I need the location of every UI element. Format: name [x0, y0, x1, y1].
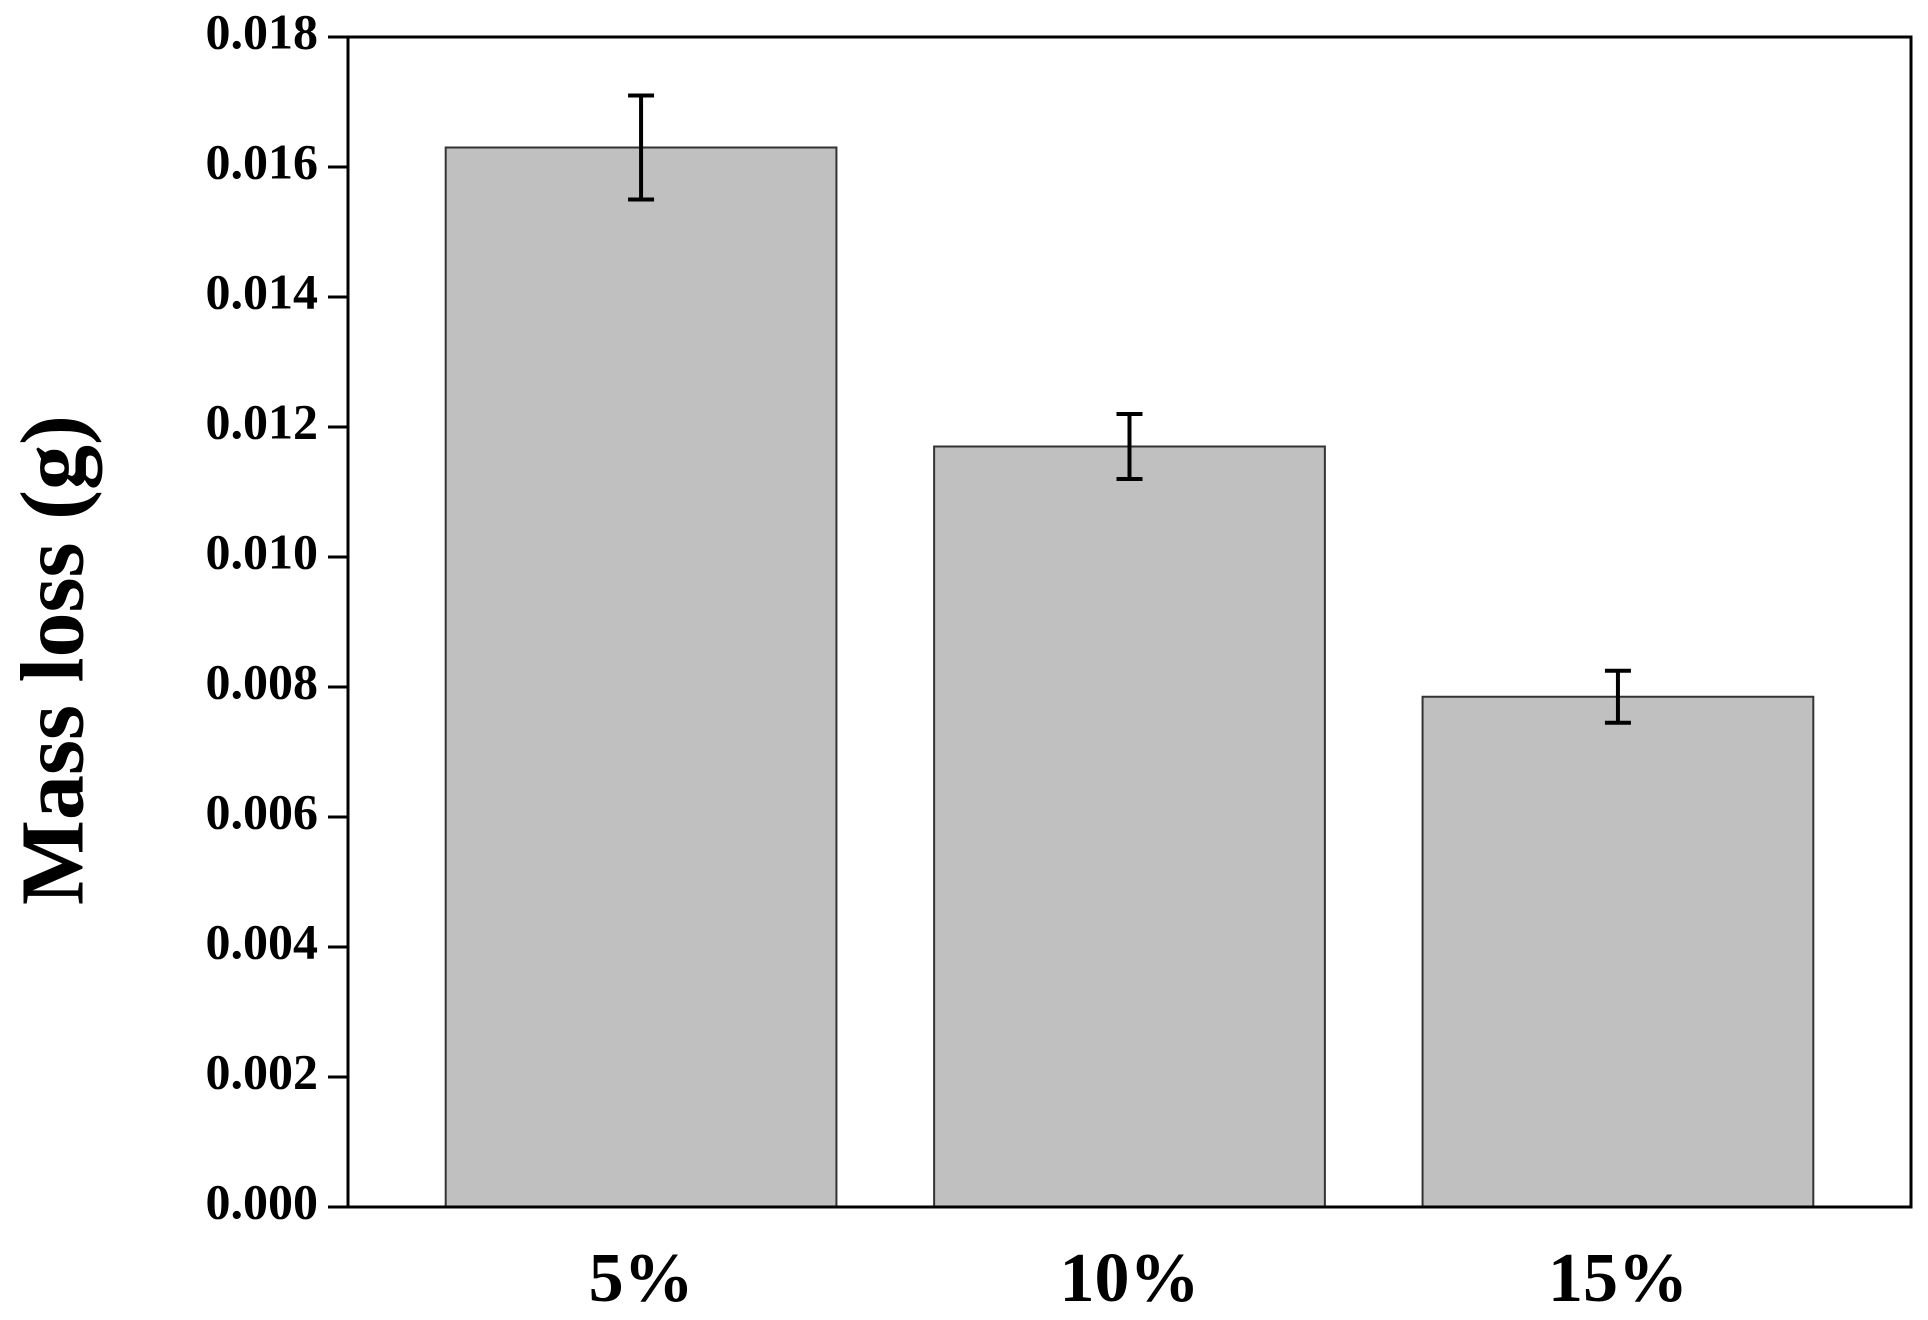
y-tick-label: 0.016 — [206, 133, 319, 189]
y-tick-label: 0.010 — [206, 523, 319, 579]
bar — [1421, 695, 1815, 1208]
y-tick-label: 0.012 — [206, 393, 319, 449]
y-tick-label: 0.000 — [206, 1173, 319, 1229]
plot-frame — [346, 35, 1913, 1209]
x-tick-label: 5% — [589, 1240, 694, 1317]
error-bar — [1116, 412, 1143, 481]
y-tick-label: 0.002 — [206, 1043, 319, 1099]
y-axis-title: Mass loss (g) — [4, 415, 103, 905]
y-tick-label: 0.006 — [206, 783, 319, 839]
y-tick-label: 0.004 — [206, 913, 319, 969]
bar — [444, 146, 838, 1208]
y-tick-label: 0.014 — [206, 263, 319, 319]
error-bar — [628, 93, 655, 202]
y-tick-label: 0.008 — [206, 653, 319, 709]
x-tick-label: 15% — [1548, 1240, 1688, 1317]
x-tick-label: 10% — [1060, 1240, 1200, 1317]
y-tick-label: 0.018 — [206, 3, 319, 59]
bar — [933, 445, 1326, 1208]
error-bar — [1604, 668, 1631, 725]
